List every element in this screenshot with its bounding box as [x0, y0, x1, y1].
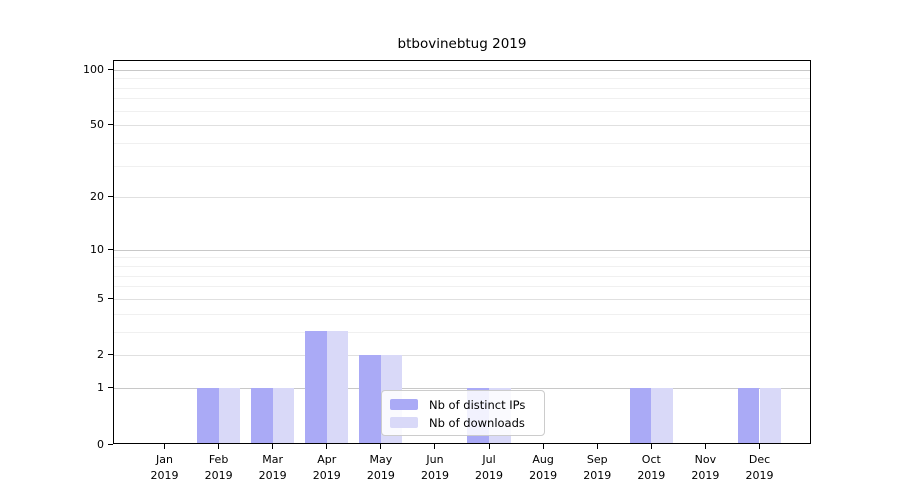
chart-title: btbovinebtug 2019: [397, 36, 527, 52]
y-tick-label: 20: [90, 190, 104, 204]
y-tick-label: 1: [97, 381, 104, 395]
bar-mar-distinct-ips: [251, 387, 273, 443]
x-tick-mark: [380, 444, 382, 449]
x-tick-mark: [759, 444, 760, 449]
bar-apr-distinct-ips: [305, 331, 327, 443]
legend: Nb of distinct IPs Nb of downloads: [381, 390, 545, 436]
y-tick-mark: [108, 297, 113, 299]
y-tick-mark: [108, 196, 113, 198]
x-tick-label: Sep 2019: [583, 453, 612, 482]
x-tick-mark: [434, 444, 436, 449]
y-tick-label: 50: [90, 118, 104, 132]
gridline-minor: [114, 266, 810, 268]
y-tick-label: 10: [90, 242, 104, 256]
x-tick-label: Jan 2019: [150, 453, 179, 482]
y-tick-mark: [108, 354, 113, 356]
y-tick-mark: [108, 248, 113, 250]
x-tick-label: Jun 2019: [420, 453, 449, 482]
y-tick-mark: [108, 68, 113, 70]
y-tick-mark: [108, 387, 113, 389]
gridline-major: [114, 69, 810, 71]
y-tick-label: 0: [97, 437, 104, 451]
x-tick-label: Dec 2019: [745, 453, 774, 482]
plot-area: [113, 60, 811, 444]
gridline-minor: [114, 257, 810, 259]
legend-label-downloads: Nb of downloads: [429, 415, 525, 430]
x-tick-mark: [272, 444, 274, 449]
bar-may-distinct-ips: [359, 354, 381, 443]
gridline-labeled: [114, 125, 810, 127]
gridline-minor: [114, 98, 810, 100]
x-tick-mark: [164, 444, 165, 449]
gridline-minor: [114, 110, 810, 112]
x-tick-label: Mar 2019: [258, 453, 287, 482]
x-tick-label: Nov 2019: [691, 453, 720, 482]
x-tick-mark: [488, 444, 490, 449]
y-tick-mark: [108, 443, 113, 445]
x-tick-mark: [326, 444, 328, 449]
bar-dec-downloads: [759, 387, 782, 443]
bar-oct-distinct-ips: [629, 387, 652, 443]
legend-swatch-downloads-icon: [390, 417, 418, 428]
x-tick-mark: [596, 444, 598, 449]
y-tick-label: 100: [83, 62, 104, 76]
gridline-minor: [114, 78, 810, 80]
gridline-major: [114, 388, 810, 390]
gridline-minor: [114, 165, 810, 167]
bar-oct-downloads: [651, 387, 673, 443]
x-tick-mark: [704, 444, 706, 449]
gridline-minor: [114, 142, 810, 144]
gridline-labeled: [114, 197, 810, 199]
gridline-minor: [114, 286, 810, 288]
x-tick-mark: [650, 444, 652, 449]
bar-dec-distinct-ips: [737, 387, 760, 443]
x-tick-label: Jul 2019: [475, 453, 504, 482]
legend-swatch-distinct-ips-icon: [390, 399, 418, 410]
y-tick-label: 5: [97, 291, 104, 305]
y-tick-mark: [108, 124, 113, 126]
legend-item-distinct-ips: Nb of distinct IPs: [390, 397, 536, 412]
bar-apr-downloads: [326, 331, 349, 443]
y-tick-label: 2: [97, 348, 104, 362]
x-tick-label: Apr 2019: [312, 453, 341, 482]
bar-feb-downloads: [218, 387, 241, 443]
gridline-minor: [114, 87, 810, 89]
x-tick-label: Oct 2019: [637, 453, 666, 482]
x-tick-label: Feb 2019: [204, 453, 233, 482]
bar-feb-distinct-ips: [196, 387, 219, 443]
x-tick-label: Aug 2019: [529, 453, 558, 482]
gridline-labeled: [114, 355, 810, 357]
legend-item-downloads: Nb of downloads: [390, 415, 536, 430]
x-tick-mark: [218, 444, 220, 449]
gridline-minor: [114, 331, 810, 333]
gridline-minor: [114, 275, 810, 277]
gridline-labeled: [114, 298, 810, 300]
x-tick-mark: [542, 444, 544, 449]
gridline-major: [114, 249, 810, 251]
bar-mar-downloads: [272, 387, 295, 443]
legend-label-distinct-ips: Nb of distinct IPs: [429, 397, 526, 412]
gridline-minor: [114, 313, 810, 315]
x-tick-label: May 2019: [366, 453, 395, 482]
